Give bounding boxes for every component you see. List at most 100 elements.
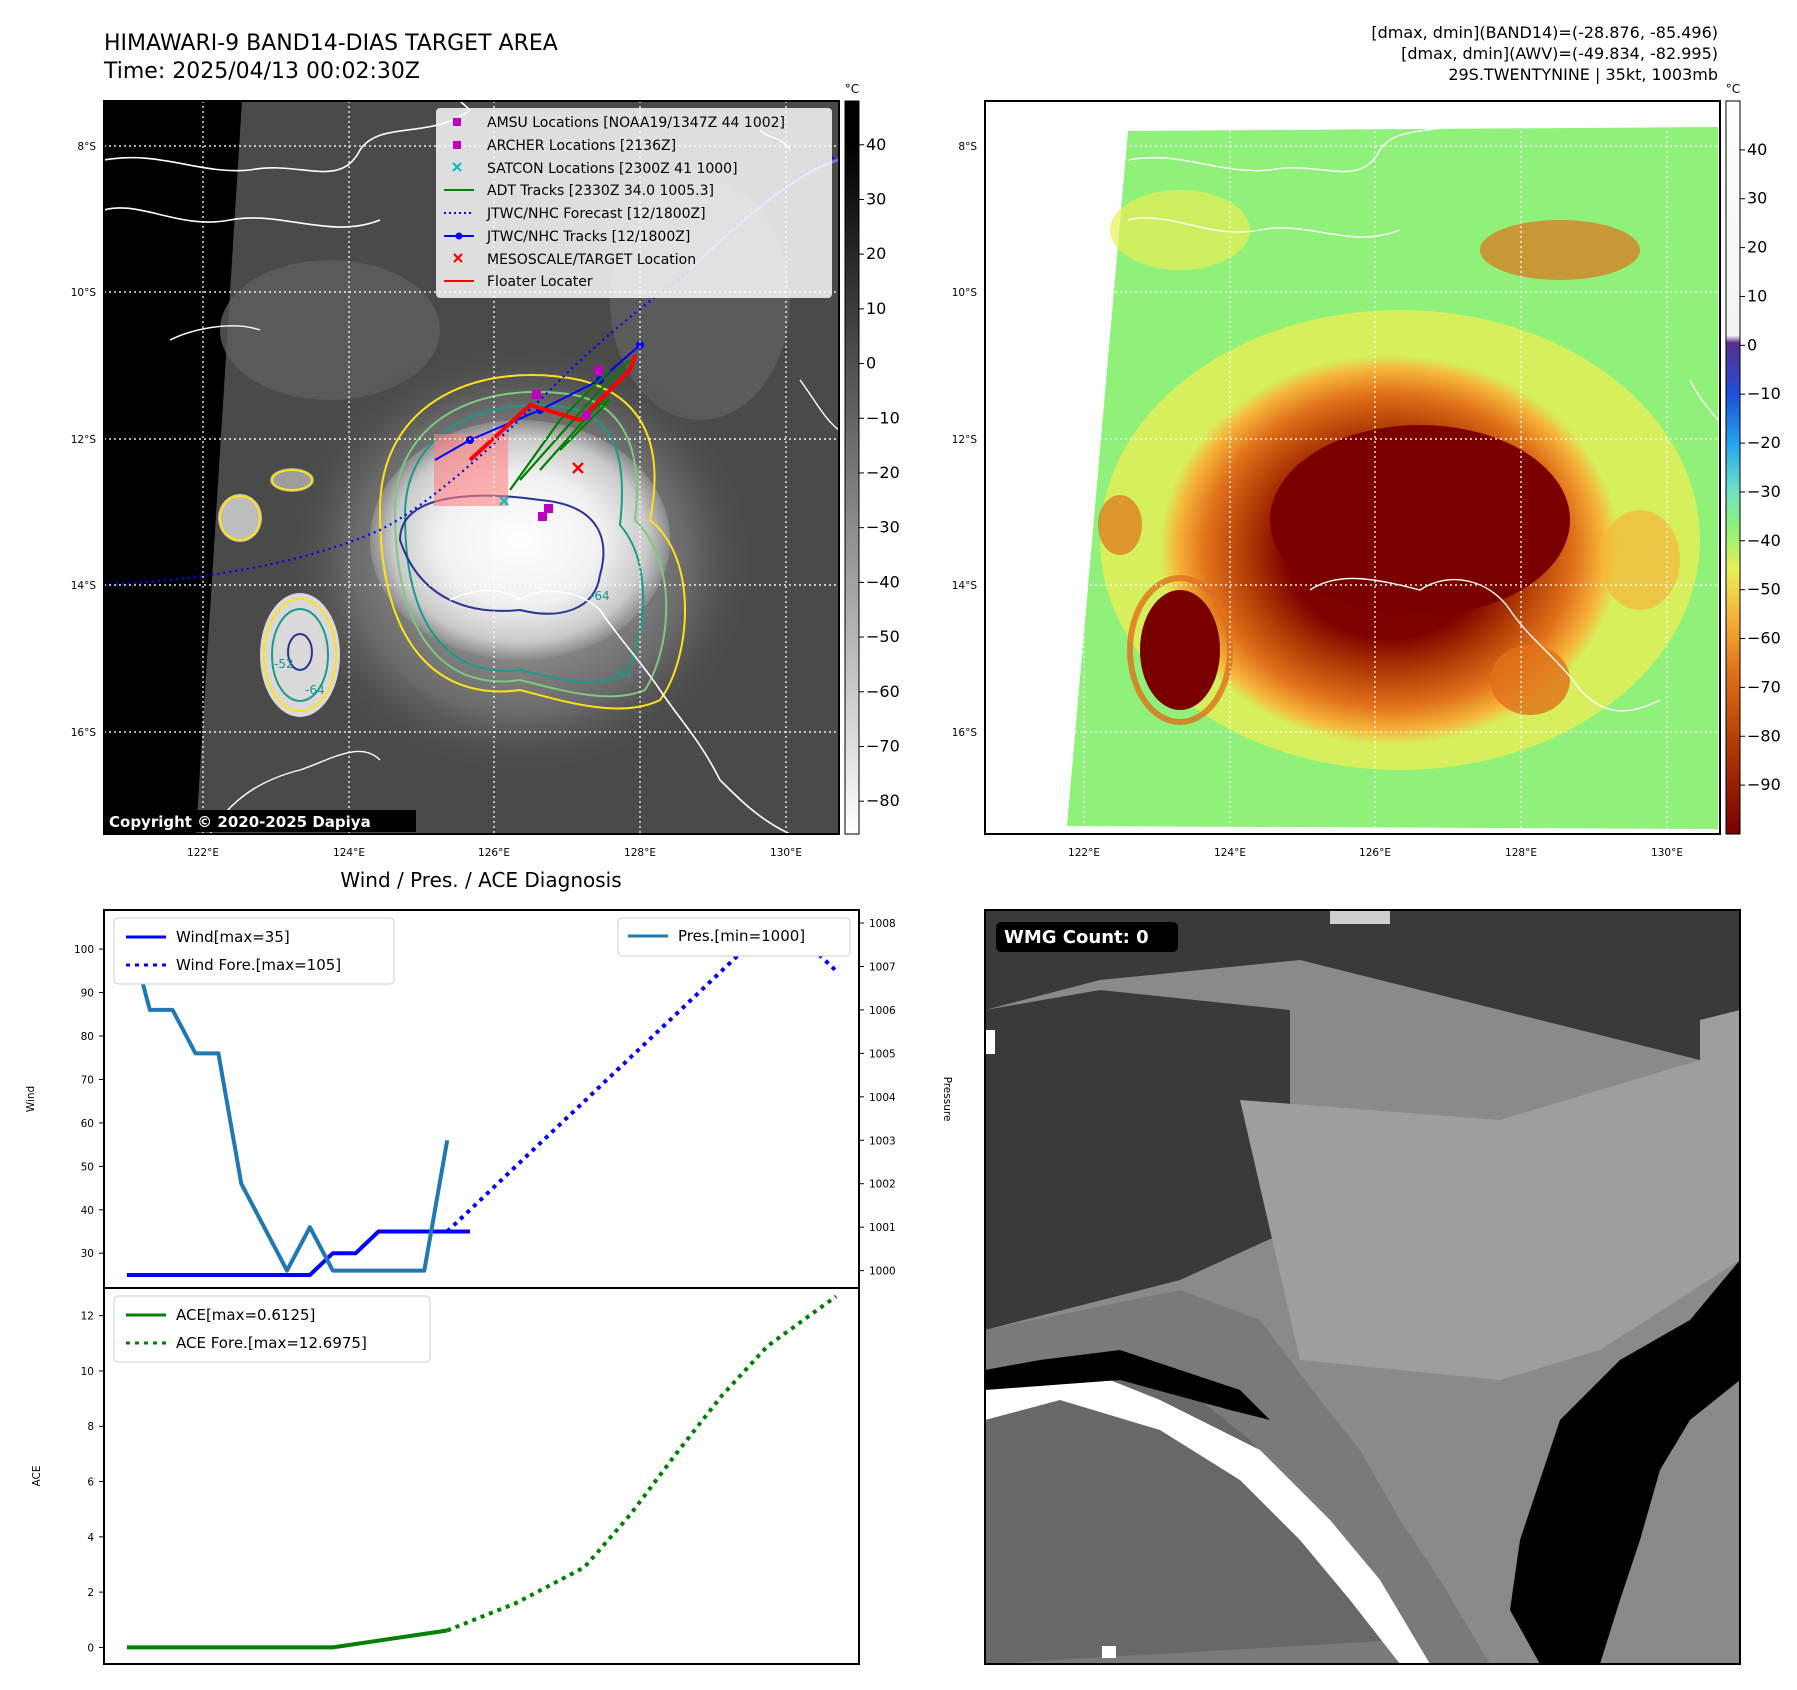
contour-label-2: -54 (612, 667, 632, 681)
awv-colorbar-tick-label: 10 (1747, 286, 1767, 305)
ir-colorbar-tick-label: 20 (866, 244, 886, 263)
ir-colorbar-tick-label: −10 (866, 408, 900, 427)
pressure-legend: Pres.[min=1000] (617, 917, 851, 957)
ir-colorbar-tick-label: 10 (866, 299, 886, 318)
wind-ytick-label: 40 (81, 1205, 94, 1217)
archer-marker (532, 390, 541, 399)
wind-series-1 (126, 1229, 471, 1277)
ir-map-panel: -64 -54 -64 -52 (71, 82, 900, 859)
wind-y2tick-label: 1001 (869, 1222, 896, 1234)
awv-colorbar-tick-label: −10 (1747, 384, 1781, 403)
legend-item-wind-forecast: Wind Fore.[max=105] (176, 956, 341, 974)
ace-ytick-label: 6 (87, 1477, 94, 1489)
info-line-1: [dmax, dmin](BAND14)=(-28.876, -85.496) (1371, 23, 1718, 42)
ace-ytick-label: 12 (81, 1311, 94, 1323)
awv-lat-label: 16°S (952, 727, 978, 739)
awv-map-panel: 8°S 10°S 12°S 14°S 16°S 122°E 124°E 126°… (952, 82, 1781, 859)
wmg-panel: WMG Count: 0 (984, 909, 1741, 1665)
legend-item-adt: ADT Tracks [2330Z 34.0 1005.3] (487, 183, 714, 199)
awv-colorbar (1725, 100, 1741, 835)
ir-lon-label: 124°E (333, 847, 365, 859)
ace-ytick-label: 10 (81, 1366, 94, 1378)
info-line-3: 29S.TWENTYNINE | 35kt, 1003mb (1448, 65, 1718, 84)
title-line-2: Time: 2025/04/13 00:02:30Z (103, 59, 420, 84)
awv-lon-label: 122°E (1068, 847, 1100, 859)
ir-colorbar-tick-label: −40 (866, 572, 900, 591)
awv-small-cell (1140, 590, 1220, 710)
legend-item-ace-forecast: ACE Fore.[max=12.6975] (176, 1334, 367, 1352)
awv-lat-label: 12°S (952, 434, 978, 446)
adt-tracks (509, 359, 631, 491)
floater-track (468, 354, 637, 462)
ir-colorbar-tick-label: 30 (866, 189, 886, 208)
legend-icon-amsu (453, 118, 461, 126)
awv-colorbar-tick-label: −50 (1747, 580, 1781, 599)
awv-lon-label: 130°E (1651, 847, 1683, 859)
ace-chart: 0 2 4 6 8 10 12 ACE ACE[max=0.6125] ACE Fore.[… (31, 1287, 860, 1665)
contour-label-3: -64 (305, 683, 325, 697)
awv-colorbar-tick-label: 20 (1747, 238, 1767, 257)
legend-item-archer: ARCHER Locations [2136Z] (487, 138, 676, 154)
ir-colorbar-tick-label: −70 (866, 736, 900, 755)
wind-y2tick-label: 1003 (869, 1135, 896, 1147)
contour-green (393, 390, 668, 698)
awv-colorbar-tick-label: 30 (1747, 189, 1767, 208)
coastline (104, 101, 472, 173)
wmg-black-region (1510, 1260, 1740, 1664)
ir-lon-label: 128°E (624, 847, 656, 859)
legend-item-amsu: AMSU Locations [NOAA19/1347Z 44 1002] (487, 115, 785, 131)
pressure-axis-label: Pressure (941, 1077, 953, 1122)
awv-lon-label: 128°E (1505, 847, 1537, 859)
wind-pressure-chart: 30 40 50 60 70 80 90 100 1000 1001 1002 1003 1004 100… (25, 909, 953, 1289)
wind-y2tick-label: 1006 (869, 1005, 896, 1017)
ir-lat-label: 14°S (71, 580, 97, 592)
target-area-box (434, 434, 508, 506)
wind-axis-label: Wind (25, 1086, 37, 1112)
ir-lat-label: 16°S (71, 727, 97, 739)
wind-ytick-label: 50 (81, 1161, 94, 1173)
ir-lon-label: 130°E (770, 847, 802, 859)
wind-ytick-label: 80 (81, 1031, 94, 1043)
ir-colorbar-tick-label: −20 (866, 463, 900, 482)
mesoscale-marker (572, 462, 584, 474)
ir-lat-label: 12°S (71, 434, 97, 446)
ir-lon-label: 126°E (478, 847, 510, 859)
wmg-count-text: WMG Count: 0 (1004, 927, 1149, 948)
legend-item-ace: ACE[max=0.6125] (176, 1306, 315, 1324)
legend-icon-mesoscale (453, 253, 463, 263)
ir-lat-label: 8°S (77, 141, 96, 153)
awv-colorbar-tick-label: 40 (1747, 140, 1767, 159)
legend-item-floater: Floater Locater (487, 274, 593, 290)
amsu-marker (538, 512, 547, 521)
ace-ytick-label: 8 (87, 1421, 94, 1433)
awv-lat-label: 10°S (952, 287, 978, 299)
awv-lat-label: 8°S (958, 141, 977, 153)
ir-colorbar-tick-label: 40 (866, 135, 886, 154)
wmg-count-badge (996, 922, 1178, 952)
ace-series-2 (446, 1294, 838, 1633)
satcon-marker (499, 496, 509, 506)
wind-y2tick-label: 1007 (869, 961, 896, 973)
legend-item-wind: Wind[max=35] (176, 928, 290, 946)
title-line-1: HIMAWARI-9 BAND14-DIAS TARGET AREA (104, 31, 558, 56)
legend-item-jtwc: JTWC/NHC Tracks [12/1800Z] (486, 229, 690, 245)
copyright-text: Copyright © 2020-2025 Dapiya (109, 813, 371, 831)
ir-colorbar-unit: °C (845, 82, 859, 96)
legend-item-pressure: Pres.[min=1000] (678, 927, 805, 945)
legend-item-satcon: SATCON Locations [2300Z 41 1000] (487, 161, 738, 177)
wind-ytick-label: 60 (81, 1118, 94, 1130)
awv-colorbar-tick-label: −60 (1747, 629, 1781, 648)
wind-ytick-label: 70 (81, 1074, 94, 1086)
contour-yellow (378, 374, 686, 710)
ir-colorbar-tick-label: −30 (866, 518, 900, 537)
wind-series-3 (124, 922, 450, 1273)
copyright-badge (104, 810, 416, 832)
ir-colorbar-tick-label: −50 (866, 627, 900, 646)
ace-series-1 (126, 1628, 448, 1650)
ace-legend: ACE[max=0.6125] ACE Fore.[max=12.6975] (113, 1295, 431, 1363)
contour-label-4: -52 (274, 657, 294, 671)
wmg-dark-region (985, 990, 1290, 1330)
ace-ytick-label: 2 (87, 1587, 94, 1599)
legend-icon-archer (453, 141, 461, 149)
wind-ytick-label: 90 (81, 988, 94, 1000)
